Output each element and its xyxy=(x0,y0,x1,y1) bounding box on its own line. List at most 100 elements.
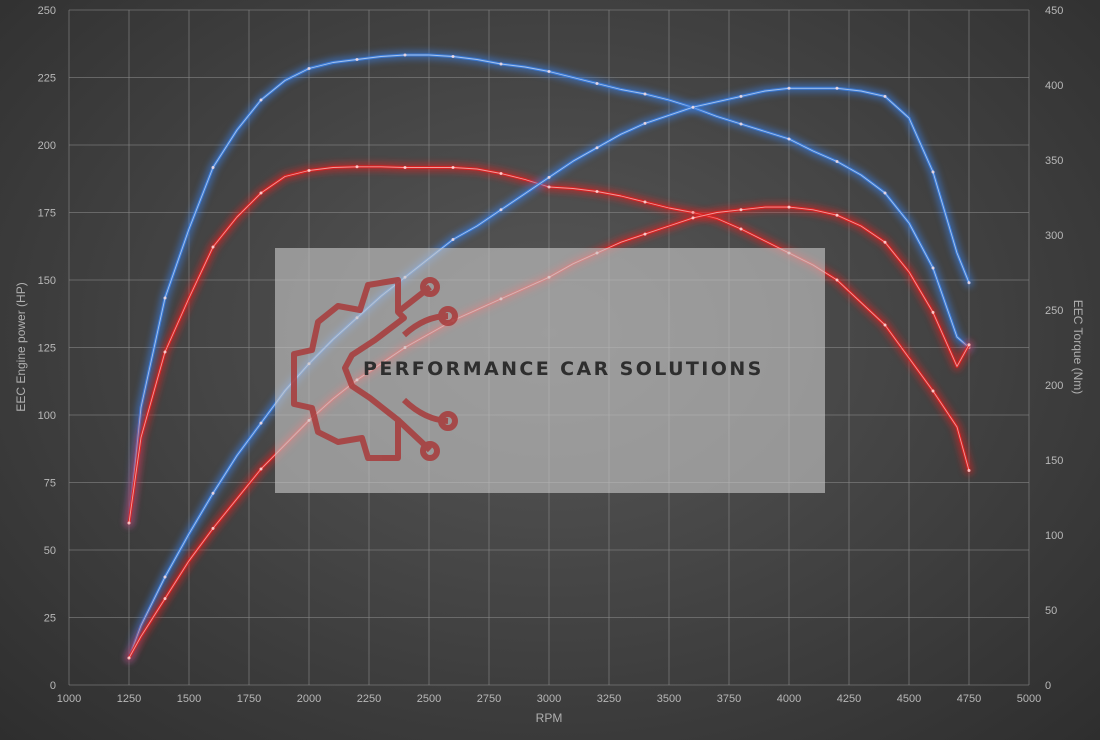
data-point xyxy=(883,94,887,98)
data-point xyxy=(259,191,263,195)
data-point xyxy=(931,266,935,270)
data-point xyxy=(163,575,167,579)
data-point xyxy=(259,467,263,471)
data-point xyxy=(931,389,935,393)
x-tick-label: 3500 xyxy=(657,693,681,705)
x-axis-ticks: 1000 1250 1500 1750 2000 2250 2500 2750 3000 3250… xyxy=(57,693,1041,705)
data-point xyxy=(883,191,887,195)
y-axis-right-ticks: 0 50 100 150 200 250 300 350 400 450 xyxy=(1045,5,1063,692)
y-right-tick-label: 150 xyxy=(1045,455,1063,467)
data-point xyxy=(931,310,935,314)
y-right-tick-label: 350 xyxy=(1045,155,1063,167)
data-point xyxy=(787,137,791,141)
data-point xyxy=(835,278,839,282)
data-point xyxy=(211,166,215,169)
x-tick-label: 2500 xyxy=(417,693,441,705)
data-point xyxy=(355,165,359,169)
data-point xyxy=(163,296,167,300)
x-tick-label: 1750 xyxy=(237,693,261,705)
x-tick-label: 3750 xyxy=(717,693,741,705)
y-left-tick-label: 150 xyxy=(38,275,56,287)
x-tick-label: 3000 xyxy=(537,693,561,705)
y-right-tick-label: 0 xyxy=(1045,680,1051,692)
x-axis-title: RPM xyxy=(536,711,563,725)
data-point xyxy=(211,526,215,530)
data-point xyxy=(967,281,971,285)
data-point xyxy=(307,67,311,70)
y-right-tick-label: 400 xyxy=(1045,80,1063,92)
data-point xyxy=(451,55,455,58)
data-point xyxy=(835,86,839,90)
data-point xyxy=(691,105,695,109)
data-point xyxy=(499,62,503,66)
data-point xyxy=(967,343,971,347)
x-tick-label: 4500 xyxy=(897,693,921,705)
data-point xyxy=(643,200,647,204)
y-left-tick-label: 225 xyxy=(38,73,56,85)
y-right-tick-label: 200 xyxy=(1045,380,1063,392)
data-point xyxy=(595,82,599,85)
y-left-tick-label: 200 xyxy=(38,140,56,152)
y-left-tick-label: 125 xyxy=(38,343,56,355)
watermark-logo: PERFORMANCE CAR SOLUTIONS xyxy=(275,248,825,493)
data-point xyxy=(739,122,743,126)
y-axis-right-title: EEC Torque (Nm) xyxy=(1071,300,1085,394)
data-point xyxy=(127,521,131,525)
x-tick-label: 5000 xyxy=(1017,693,1041,705)
data-point xyxy=(835,213,839,217)
data-point xyxy=(259,98,263,102)
data-point xyxy=(931,170,935,174)
y-right-tick-label: 300 xyxy=(1045,230,1063,242)
data-point xyxy=(787,205,791,209)
x-tick-label: 4750 xyxy=(957,693,981,705)
data-point xyxy=(739,227,743,231)
y-left-tick-label: 250 xyxy=(38,5,56,17)
data-point xyxy=(835,160,839,163)
data-point xyxy=(643,92,647,96)
x-tick-label: 4000 xyxy=(777,693,801,705)
data-point xyxy=(451,238,455,241)
gear-circuit-icon xyxy=(291,277,458,461)
data-point xyxy=(259,421,263,425)
data-point xyxy=(643,232,647,236)
data-point xyxy=(883,323,887,327)
x-tick-label: 4250 xyxy=(837,693,861,705)
y-left-tick-label: 75 xyxy=(44,478,56,490)
data-point xyxy=(787,86,791,90)
y-left-tick-label: 25 xyxy=(44,613,56,625)
data-point xyxy=(499,208,503,212)
x-tick-label: 2000 xyxy=(297,693,321,705)
data-point xyxy=(967,469,971,472)
y-right-tick-label: 250 xyxy=(1045,305,1063,317)
series-stock-power xyxy=(124,83,974,663)
x-tick-label: 1000 xyxy=(57,693,81,705)
data-point xyxy=(211,245,215,249)
data-point xyxy=(547,175,551,179)
data-point xyxy=(355,58,359,61)
data-point xyxy=(883,240,887,244)
data-point xyxy=(127,656,131,660)
x-tick-label: 2750 xyxy=(477,693,501,705)
data-point xyxy=(499,172,503,175)
y-right-tick-label: 50 xyxy=(1045,605,1057,617)
y-left-tick-label: 50 xyxy=(44,545,56,557)
data-point xyxy=(451,166,455,169)
data-point xyxy=(403,166,407,169)
data-point xyxy=(163,350,167,354)
y-left-tick-label: 100 xyxy=(38,410,56,422)
data-point xyxy=(547,185,551,189)
data-point xyxy=(595,190,599,193)
y-axis-left-title: EEC Engine power (HP) xyxy=(14,282,28,411)
y-left-tick-label: 175 xyxy=(38,208,56,220)
y-left-tick-label: 0 xyxy=(50,680,56,692)
series-tuned-torque xyxy=(124,162,974,528)
y-axis-left-ticks: 0 25 50 75 100 125 150 175 200 225 250 xyxy=(38,5,56,692)
data-point xyxy=(691,216,695,220)
data-point xyxy=(643,121,647,125)
data-point xyxy=(739,208,743,212)
x-tick-label: 1500 xyxy=(177,693,201,705)
data-point xyxy=(403,53,407,57)
x-tick-label: 2250 xyxy=(357,693,381,705)
y-right-tick-label: 100 xyxy=(1045,530,1063,542)
